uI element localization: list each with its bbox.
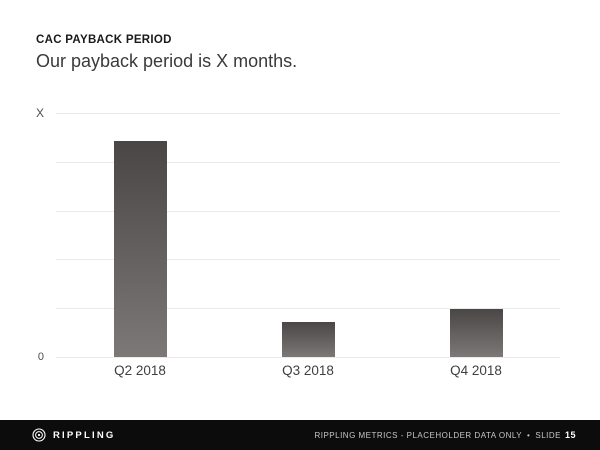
category-label: Q4 2018 xyxy=(450,363,502,378)
rippling-logo-icon xyxy=(32,428,46,442)
bar-q3-2018 xyxy=(281,322,335,357)
bar-slot xyxy=(392,113,560,357)
footer-slide-number: 15 xyxy=(564,430,576,440)
brand-name: RIPPLING xyxy=(53,429,116,441)
footer-meta: RIPPLING METRICS - PLACEHOLDER DATA ONLY… xyxy=(314,430,576,440)
bar-slot xyxy=(56,113,224,357)
gridline xyxy=(56,357,560,358)
category-label: Q3 2018 xyxy=(282,363,334,378)
slide-header: CAC PAYBACK PERIOD Our payback period is… xyxy=(36,33,297,72)
gridline xyxy=(56,308,560,310)
brand-group: RIPPLING xyxy=(32,428,115,442)
bars-container xyxy=(56,113,560,357)
y-axis-max-label: X xyxy=(35,106,44,120)
plot-area xyxy=(56,113,560,358)
y-axis-min-label: 0 xyxy=(37,351,44,363)
gridline xyxy=(56,113,560,114)
footer-slide-label: SLIDE xyxy=(535,430,561,440)
bar-q4-2018 xyxy=(449,308,503,357)
footer-meta-text: RIPPLING METRICS - PLACEHOLDER DATA ONLY xyxy=(314,430,523,440)
slide-kicker-title: CAC PAYBACK PERIOD xyxy=(36,34,172,46)
footer-separator: • xyxy=(527,430,531,440)
slide-subtitle: Our payback period is X months. xyxy=(36,51,298,71)
bar-q2-2018 xyxy=(113,141,167,357)
gridline xyxy=(56,210,560,212)
gridline xyxy=(56,259,560,261)
footer-bar: RIPPLING RIPPLING METRICS - PLACEHOLDER … xyxy=(0,420,600,450)
bar-slot xyxy=(224,113,392,357)
category-label: Q2 2018 xyxy=(114,363,166,378)
gridline xyxy=(56,161,560,163)
x-axis-category-labels: Q2 2018 Q3 2018 Q4 2018 xyxy=(56,363,560,378)
